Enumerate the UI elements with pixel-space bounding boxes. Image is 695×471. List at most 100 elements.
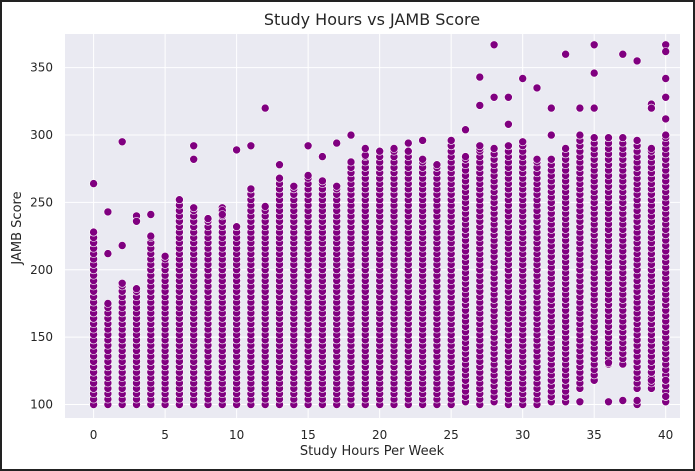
data-point: [318, 152, 327, 161]
data-point: [632, 396, 642, 405]
data-point: [189, 141, 198, 151]
data-point: [618, 133, 628, 142]
x-tick-label: 15: [300, 428, 315, 442]
data-point: [132, 284, 141, 294]
data-point: [632, 136, 642, 145]
data-point: [575, 397, 585, 407]
x-tick-label: 30: [515, 428, 530, 442]
data-point: [661, 375, 671, 385]
data-point: [346, 157, 356, 167]
data-point: [432, 160, 442, 169]
data-point: [589, 68, 599, 78]
x-axis-label: Study Hours Per Week: [300, 444, 445, 459]
data-point: [475, 141, 485, 151]
data-point: [403, 138, 413, 148]
data-point: [275, 173, 284, 183]
y-tick-label: 300: [30, 128, 53, 142]
data-point: [103, 249, 113, 258]
data-point: [117, 137, 127, 147]
data-point: [89, 179, 98, 188]
data-point: [589, 103, 599, 113]
data-point: [132, 217, 141, 226]
x-tick-label: 5: [161, 428, 169, 442]
data-point: [461, 152, 470, 161]
data-point: [160, 251, 170, 261]
data-point: [246, 184, 256, 194]
data-point: [332, 182, 342, 191]
y-tick-label: 250: [30, 195, 53, 209]
data-points: [89, 40, 671, 409]
data-point: [117, 241, 127, 250]
data-point: [589, 40, 599, 50]
y-axis-label: JAMB Score: [10, 191, 25, 265]
y-tick-label: 200: [30, 263, 53, 277]
data-point: [647, 375, 656, 385]
data-point: [189, 203, 198, 213]
data-point: [303, 171, 313, 180]
data-point: [575, 103, 585, 113]
data-point: [403, 146, 413, 156]
data-point: [189, 155, 198, 164]
data-point: [418, 155, 427, 164]
data-point: [504, 141, 513, 151]
data-point: [446, 136, 456, 145]
data-point: [661, 392, 671, 401]
data-point: [232, 145, 241, 155]
data-point: [561, 144, 570, 153]
y-tick-labels: 100 150 200 250 300 350: [30, 61, 53, 412]
data-point: [260, 103, 270, 113]
data-point: [89, 227, 98, 237]
data-point: [489, 144, 499, 153]
data-point: [360, 144, 370, 153]
data-point: [232, 222, 241, 231]
data-point: [604, 133, 613, 142]
data-point: [275, 160, 284, 169]
data-point: [575, 130, 585, 140]
x-tick-labels: 0 5 10 15 20 25 30 35 40: [90, 428, 674, 442]
data-point: [604, 358, 613, 368]
data-point: [604, 397, 613, 407]
data-point: [518, 137, 528, 147]
data-point: [389, 144, 399, 153]
plot-area: [65, 34, 680, 418]
data-point: [260, 202, 270, 211]
data-point: [103, 299, 113, 308]
data-point: [461, 125, 470, 134]
x-tick-label: 20: [372, 428, 387, 442]
x-tick-label: 10: [229, 428, 244, 442]
data-point: [661, 130, 671, 140]
data-point: [289, 182, 299, 191]
x-tick-label: 40: [658, 428, 673, 442]
data-point: [146, 231, 156, 241]
data-point: [318, 176, 327, 186]
data-point: [518, 74, 528, 83]
data-point: [475, 101, 485, 110]
data-point: [489, 40, 499, 50]
data-point: [546, 103, 556, 113]
chart-title: Study Hours vs JAMB Score: [264, 10, 480, 29]
data-point: [647, 144, 656, 153]
data-point: [618, 396, 628, 405]
data-point: [303, 141, 313, 151]
data-point: [117, 278, 127, 288]
x-tick-label: 0: [90, 428, 98, 442]
data-point: [346, 130, 356, 140]
data-point: [418, 136, 427, 145]
data-point: [475, 72, 485, 82]
data-point: [661, 74, 671, 83]
y-tick-label: 150: [30, 330, 53, 344]
y-tick-label: 100: [30, 398, 53, 412]
data-point: [375, 146, 385, 156]
data-point: [632, 56, 642, 66]
data-point: [504, 120, 513, 129]
data-point: [546, 155, 556, 164]
data-point: [504, 93, 513, 102]
data-point: [489, 93, 499, 102]
data-point: [175, 195, 184, 204]
data-point: [647, 103, 656, 113]
data-point: [561, 49, 570, 59]
x-tick-label: 35: [587, 428, 602, 442]
data-point: [246, 141, 256, 151]
data-point: [589, 133, 599, 142]
